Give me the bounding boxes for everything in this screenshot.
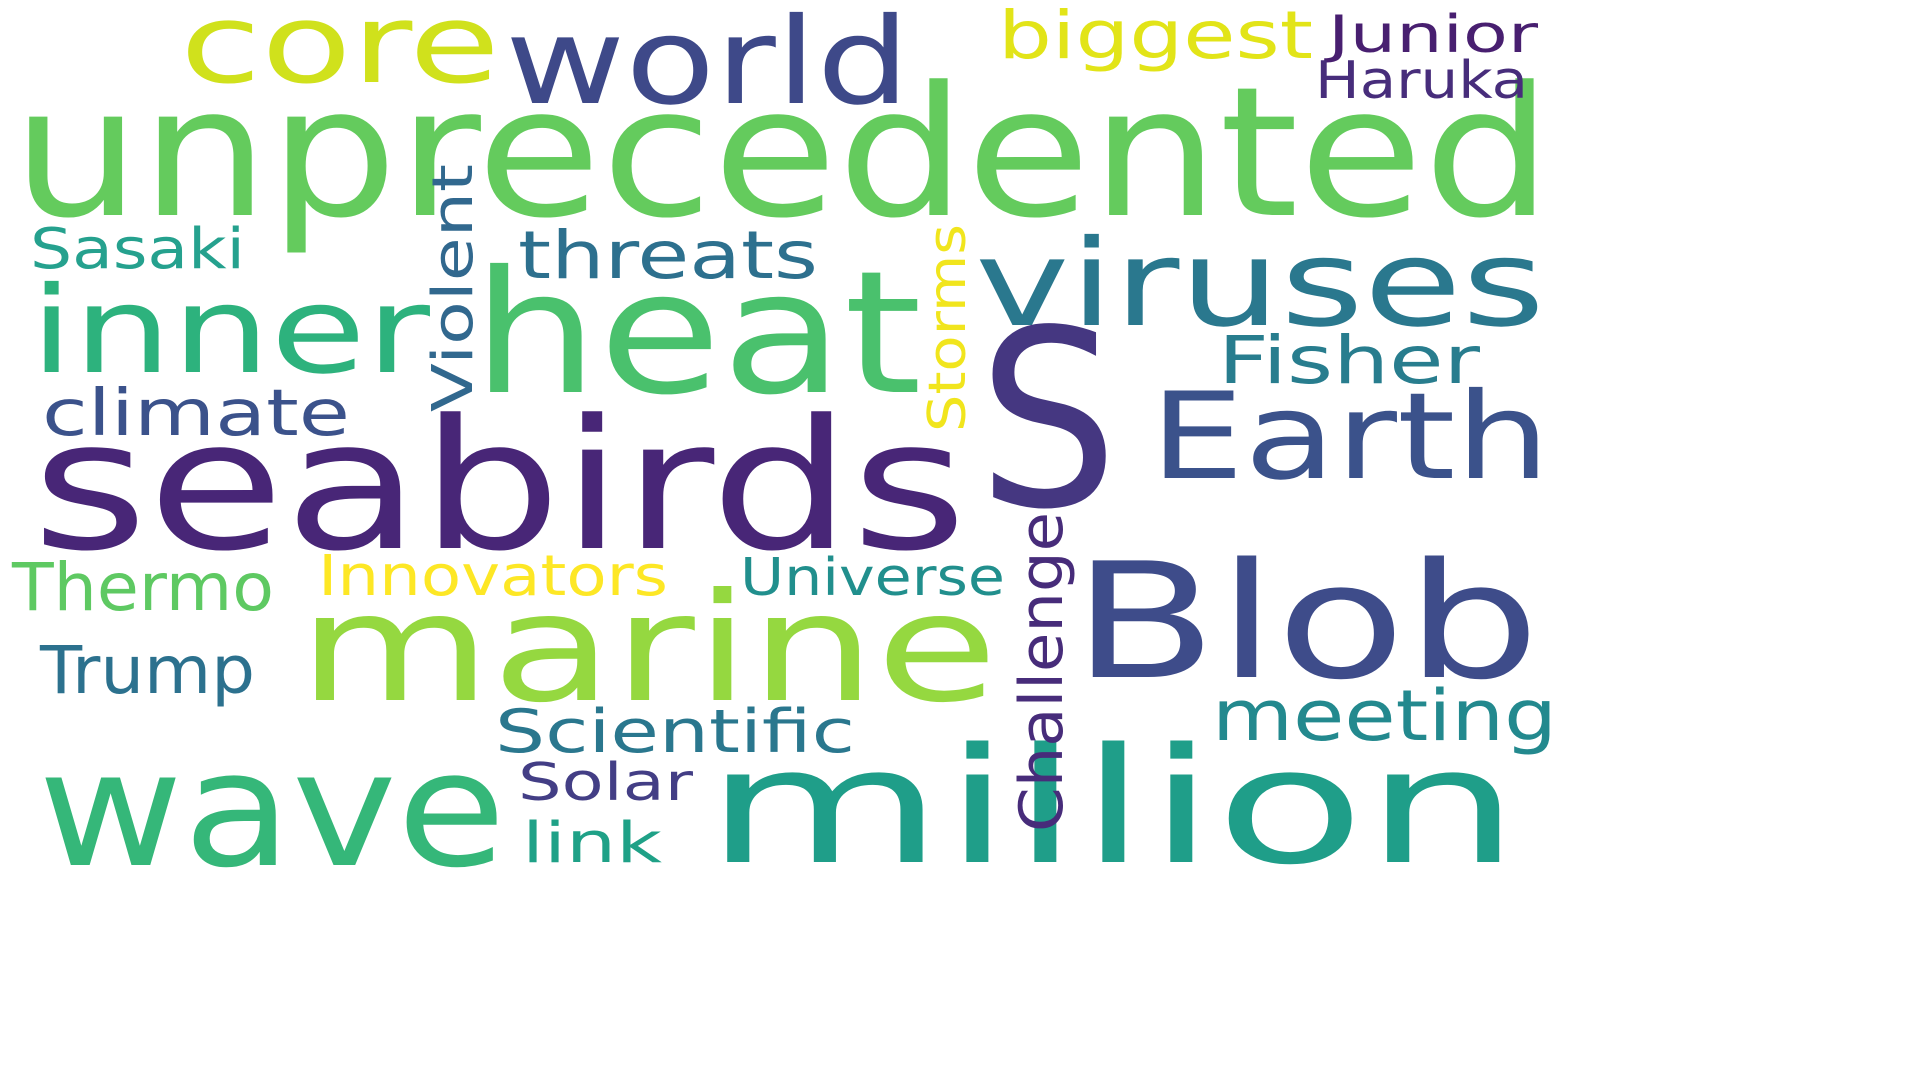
word-viruses: viruses <box>975 215 1545 354</box>
word-inner: inner <box>30 262 431 401</box>
word-heat: heat <box>472 235 922 433</box>
word-wave: wave <box>38 716 506 880</box>
word-world: world <box>505 0 910 132</box>
word-fisher: Fisher <box>1218 322 1481 399</box>
word-biggest: biggest <box>998 0 1313 74</box>
word-storms: Storms <box>918 224 978 432</box>
word-universe: Universe <box>740 548 1005 608</box>
word-sasaki: Sasaki <box>30 217 245 282</box>
word-climate: climate <box>42 377 350 451</box>
word-violent: Violent <box>421 164 486 412</box>
word-seabirds: seabirds <box>32 382 967 591</box>
word-core: core <box>180 0 500 108</box>
word-scientific: Scientific <box>495 697 855 767</box>
word-challenge: Challenge <box>1007 512 1077 832</box>
word-blob: Blob <box>1072 528 1540 715</box>
word-haruka: Haruka <box>1315 51 1528 111</box>
word-s: S <box>978 278 1118 563</box>
word-innovators: Innovators <box>318 544 668 609</box>
word-threats: threats <box>518 217 818 294</box>
word-unprecedented: unprecedented <box>12 49 1552 258</box>
word-marine: marine <box>298 562 998 736</box>
word-thermo: Thermo <box>11 549 274 626</box>
word-link: link <box>522 811 663 876</box>
word-trump: Trump <box>39 632 255 709</box>
word-solar: Solar <box>518 753 694 813</box>
word-earth: Earth <box>1150 368 1550 507</box>
word-junior: Junior <box>1324 5 1539 65</box>
word-million: million <box>705 713 1520 880</box>
word-meeting: meeting <box>1212 675 1557 757</box>
